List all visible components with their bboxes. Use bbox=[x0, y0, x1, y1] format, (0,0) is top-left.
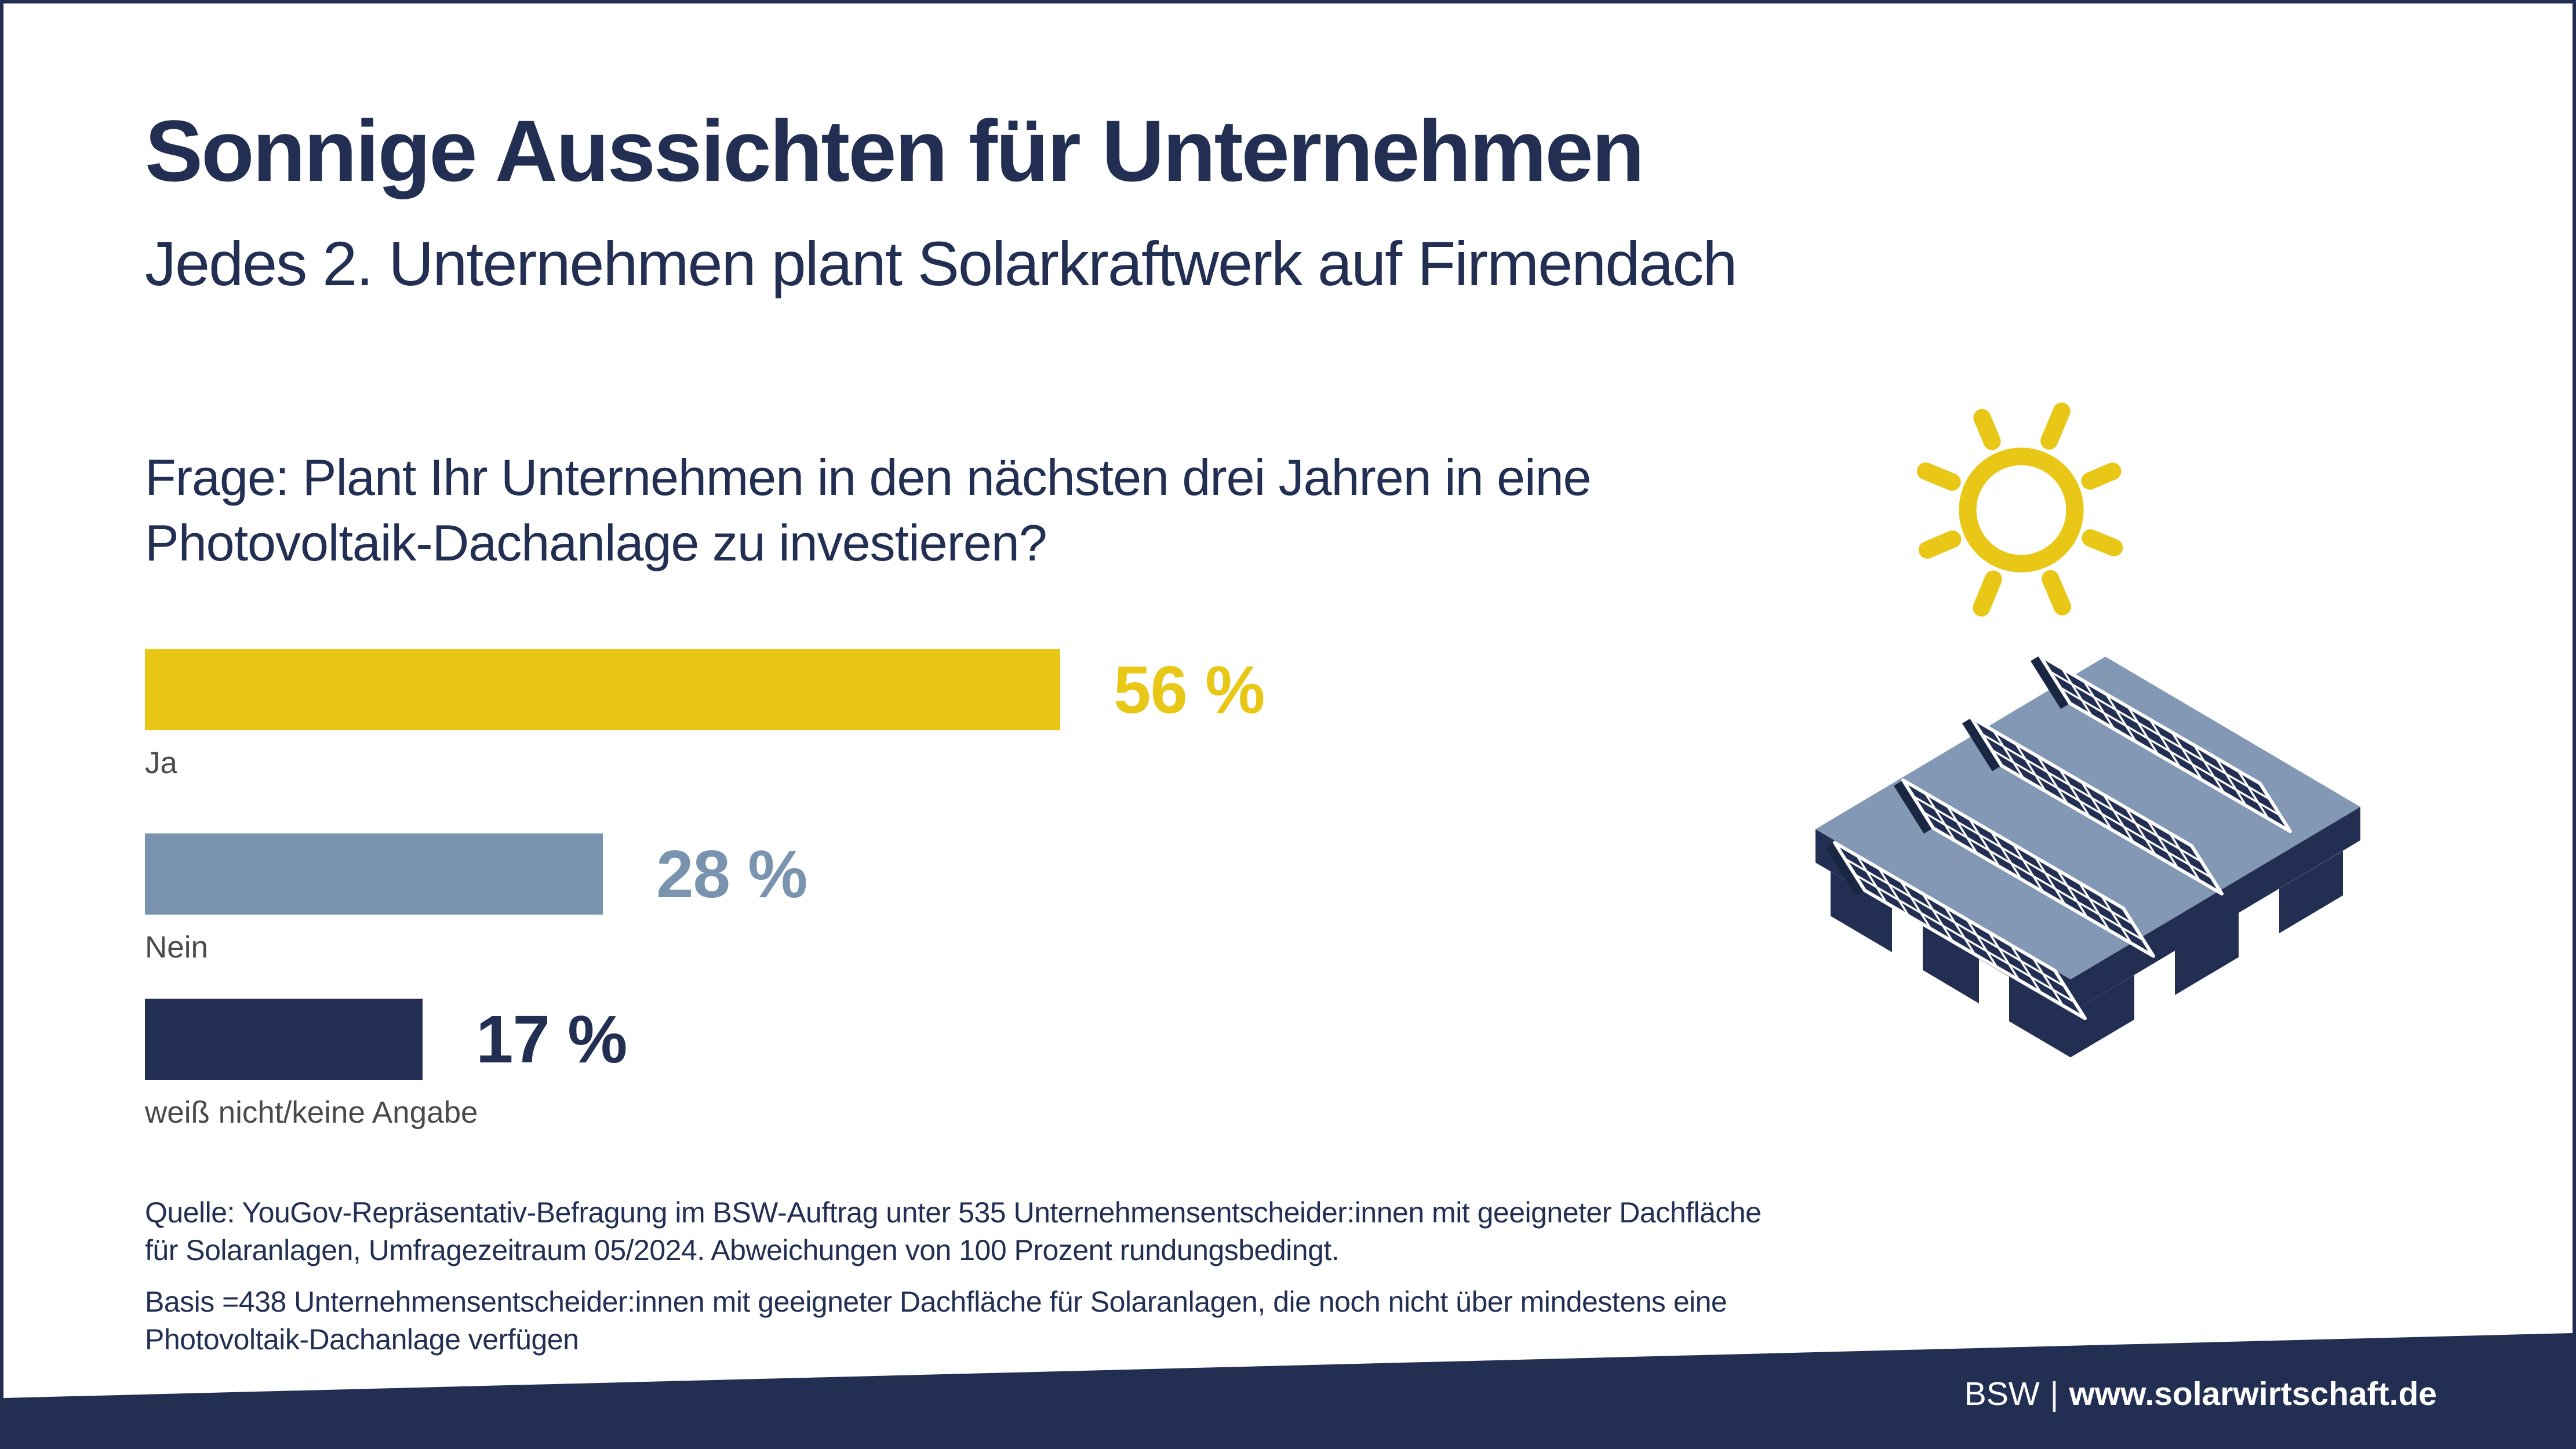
sun-icon bbox=[1917, 402, 2123, 617]
bar-category-label: Ja bbox=[145, 746, 177, 780]
page-subtitle: Jedes 2. Unternehmen plant Solarkraftwer… bbox=[145, 228, 1737, 298]
footer-org: BSW bbox=[1964, 1375, 2040, 1412]
footer-separator: | bbox=[2050, 1375, 2059, 1412]
bar-value-label: 17 % bbox=[476, 1002, 627, 1077]
solar-roof-illustration bbox=[1815, 654, 2360, 1058]
source-note: Quelle: YouGov-Repräsentativ-Befragung i… bbox=[145, 1196, 1762, 1266]
bar-value-label: 56 % bbox=[1114, 652, 1265, 727]
bar-row: 17 % weiß nicht/keine Angabe bbox=[145, 999, 1710, 1130]
bar-line: 28 % bbox=[145, 833, 1710, 915]
survey-question: Frage: Plant Ihr Unternehmen in den näch… bbox=[145, 449, 1591, 571]
page-title: Sonnige Aussichten für Unternehmen bbox=[145, 102, 1644, 199]
bar-value-label: 28 % bbox=[656, 836, 807, 912]
bar-segment bbox=[145, 833, 603, 915]
bar-segment bbox=[145, 649, 1060, 730]
roof-top bbox=[1815, 656, 2360, 980]
solar-panels bbox=[1825, 654, 2292, 1021]
footer-text: BSW | www.solarwirtschaft.de bbox=[1964, 1375, 2437, 1413]
bar-line: 17 % bbox=[145, 999, 1710, 1080]
bar-row: 28 % Nein bbox=[145, 833, 1710, 965]
bar-category-label: Nein bbox=[145, 930, 209, 964]
footer-url: www.solarwirtschaft.de bbox=[2069, 1375, 2437, 1412]
bar-line: 56 % bbox=[145, 649, 1710, 730]
bar-category-label: weiß nicht/keine Angabe bbox=[145, 1095, 478, 1130]
basis-note: Basis =438 Unternehmensentscheider:innen… bbox=[145, 1286, 1727, 1356]
bar-segment bbox=[145, 999, 423, 1080]
bar-row: 56 % Ja bbox=[145, 649, 1710, 781]
